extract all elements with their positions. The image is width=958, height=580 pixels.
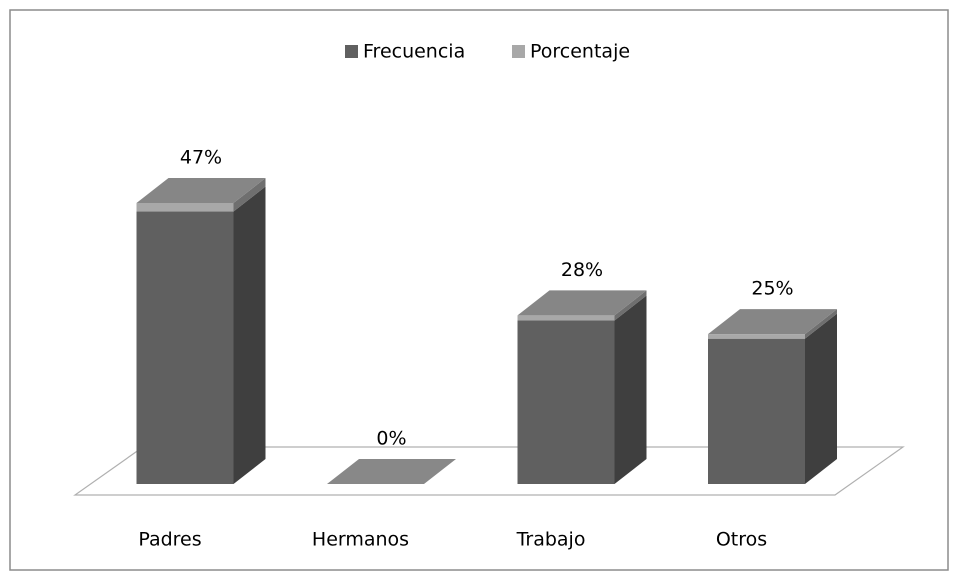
bar-front — [708, 334, 805, 339]
bar-top — [327, 459, 456, 484]
legend-swatch — [345, 45, 358, 58]
bar-front — [708, 338, 805, 484]
bar-front — [136, 211, 234, 484]
bar-top — [517, 290, 647, 316]
x-tick-label: Padres — [138, 529, 201, 551]
x-tick-label: Otros — [716, 529, 767, 551]
data-label: 25% — [751, 278, 793, 300]
data-label: 28% — [561, 259, 603, 281]
x-tick-label: Trabajo — [516, 529, 586, 551]
data-label: 0% — [376, 428, 406, 450]
bar-front — [136, 203, 234, 212]
floor — [73, 446, 905, 496]
bar-side — [614, 290, 647, 321]
legend-label: Porcentaje — [530, 41, 630, 63]
data-label: 47% — [180, 147, 222, 169]
bar-front — [517, 320, 615, 484]
legend-label: Frecuencia — [363, 41, 465, 63]
x-tick-label: Hermanos — [312, 529, 409, 551]
bar-side — [805, 313, 837, 484]
legend-swatch — [512, 45, 525, 58]
bar-side — [614, 295, 647, 484]
bar-side — [805, 309, 837, 339]
bar-side — [233, 178, 266, 212]
bar-side — [233, 186, 266, 484]
bar-top — [708, 309, 837, 335]
bar-front — [517, 315, 615, 321]
bar-top — [136, 178, 266, 203]
